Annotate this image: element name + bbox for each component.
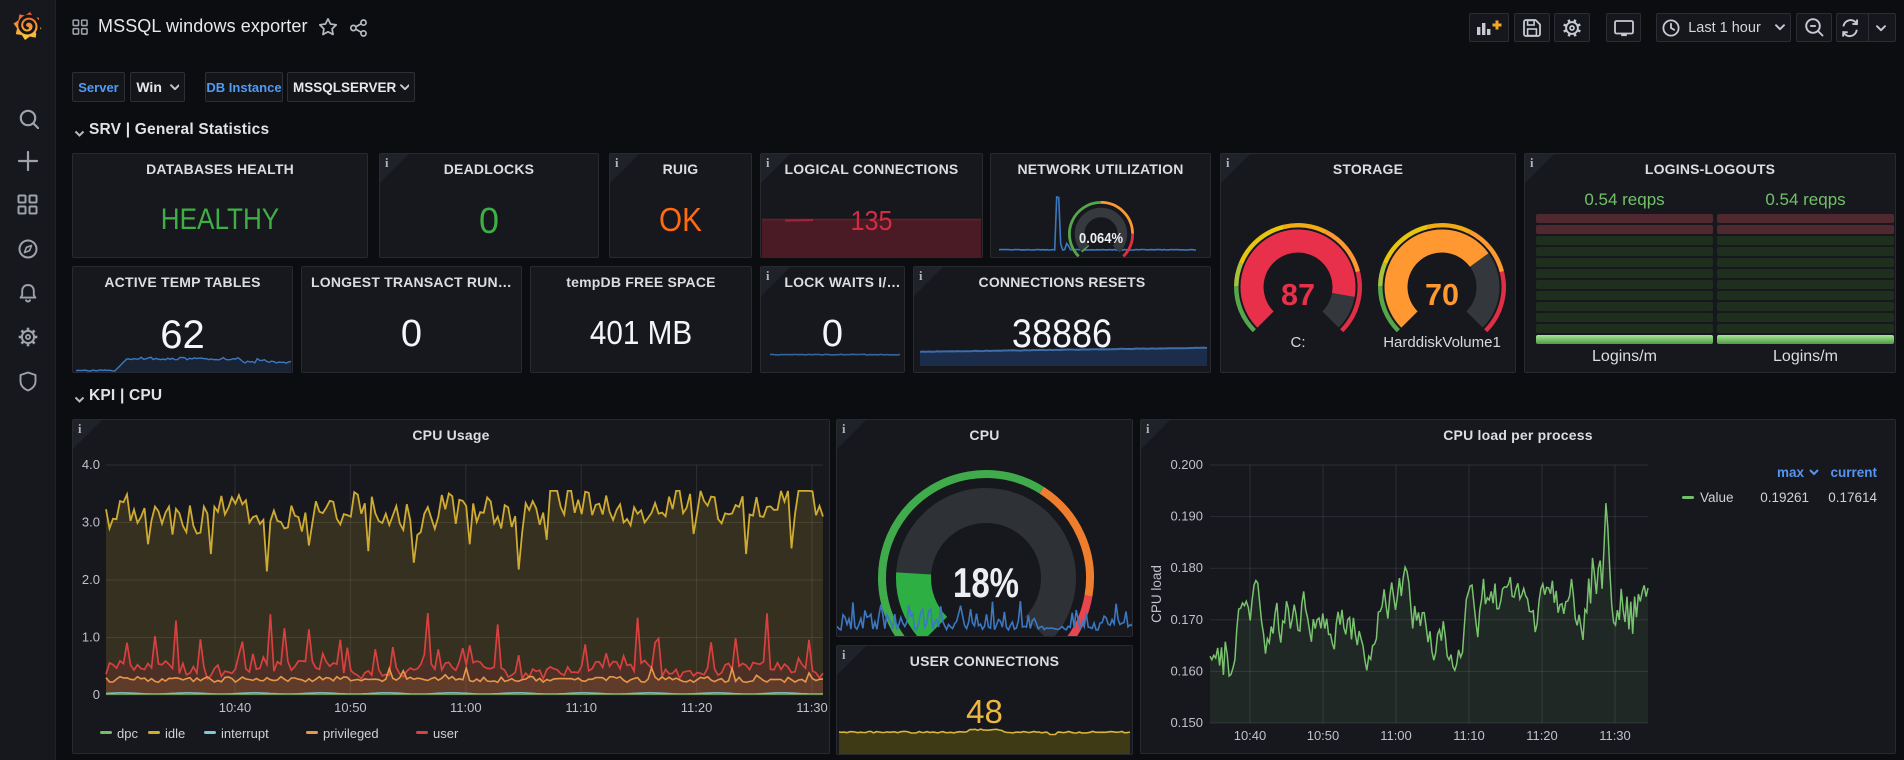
svg-text:11:10: 11:10 [1453,728,1485,743]
svg-text:0.19261: 0.19261 [1760,490,1809,505]
svg-text:0.150: 0.150 [1170,715,1203,730]
svg-text:11:20: 11:20 [681,700,713,715]
svg-text:idle: idle [165,726,185,741]
svg-text:0.160: 0.160 [1170,663,1203,678]
svg-text:Value: Value [1700,490,1734,505]
svg-text:C:: C: [1291,334,1306,351]
svg-text:CPU load: CPU load [1149,565,1164,623]
svg-text:current: current [1830,465,1877,480]
svg-text:0.170: 0.170 [1170,612,1203,627]
svg-text:privileged: privileged [323,726,379,741]
svg-text:3.0: 3.0 [82,515,100,530]
svg-text:interrupt: interrupt [221,726,269,741]
svg-text:2.0: 2.0 [82,572,100,587]
svg-text:11:30: 11:30 [1599,728,1631,743]
svg-text:11:10: 11:10 [565,700,597,715]
svg-text:11:00: 11:00 [450,700,482,715]
svg-text:11:20: 11:20 [1526,728,1558,743]
svg-text:0: 0 [93,687,100,702]
svg-text:0.17614: 0.17614 [1828,490,1877,505]
svg-text:70: 70 [1425,277,1459,312]
svg-text:0.064%: 0.064% [1079,230,1123,247]
svg-text:11:00: 11:00 [1380,728,1412,743]
svg-text:11:30: 11:30 [796,700,828,715]
svg-text:user: user [433,726,459,741]
svg-text:4.0: 4.0 [82,457,100,472]
svg-text:0.200: 0.200 [1170,457,1203,472]
svg-text:HarddiskVolume1: HarddiskVolume1 [1383,334,1501,351]
svg-text:max: max [1777,465,1805,480]
svg-text:0.190: 0.190 [1170,509,1203,524]
svg-text:10:40: 10:40 [1234,728,1267,743]
svg-text:10:40: 10:40 [219,700,252,715]
svg-text:1.0: 1.0 [82,630,100,645]
svg-text:10:50: 10:50 [1307,728,1340,743]
svg-text:0.180: 0.180 [1170,560,1203,575]
svg-text:10:50: 10:50 [334,700,367,715]
svg-text:87: 87 [1281,277,1315,312]
svg-text:dpc: dpc [117,726,138,741]
svg-text:18%: 18% [953,559,1019,606]
